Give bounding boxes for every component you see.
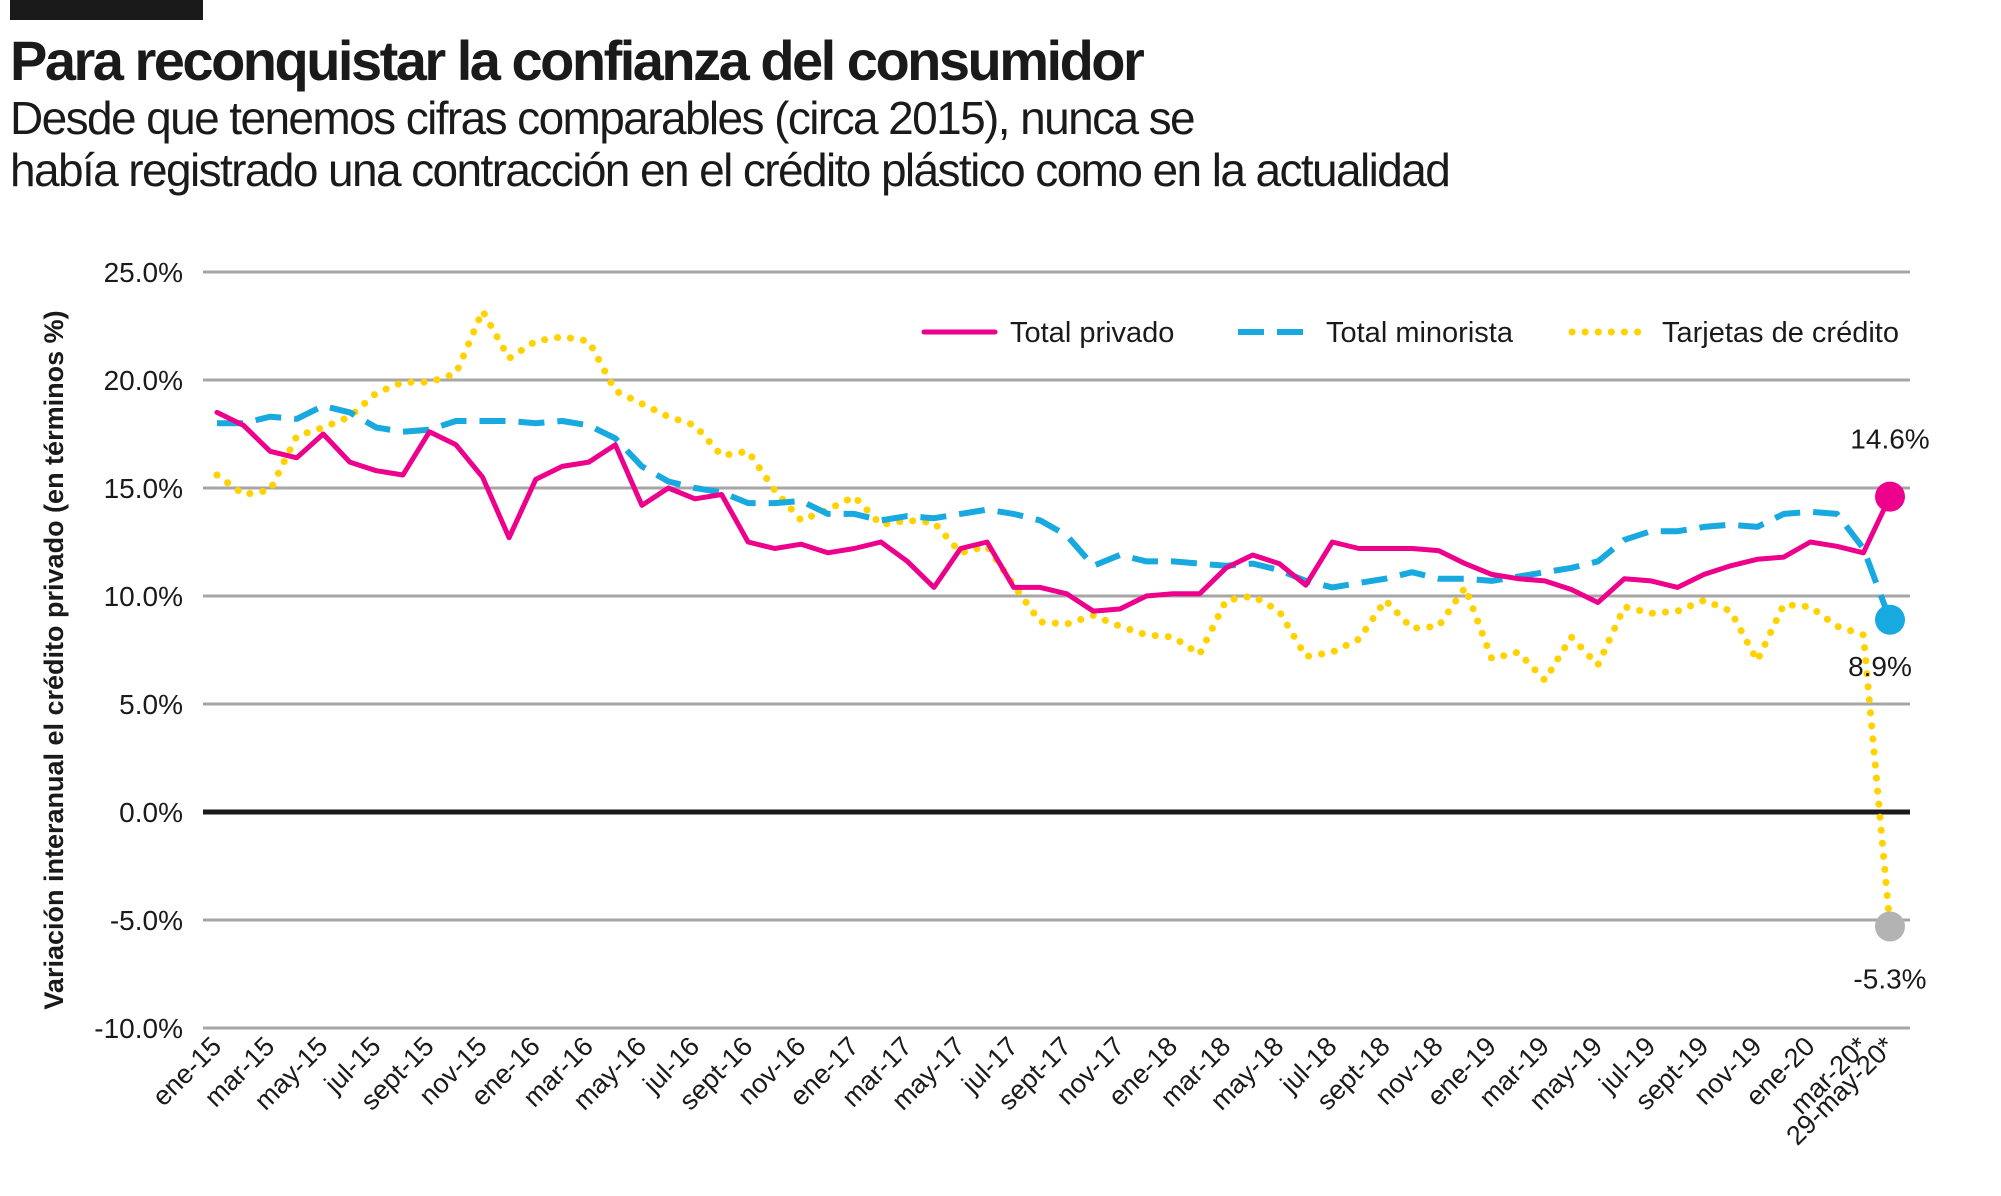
chart-subtitle: Desde que tenemos cifras comparables (ci…	[10, 92, 1990, 196]
end-markers: 14.6% 8.9% -5.3%	[1848, 424, 1930, 995]
end-marker-total-privado	[1875, 481, 1905, 512]
legend-label: Total minorista	[1326, 317, 1514, 349]
chart-title: Para reconquistar la confianza del consu…	[10, 29, 1145, 92]
subtitle-line-1: Desde que tenemos cifras comparables (ci…	[10, 92, 1196, 144]
y-tick-label: 10.0%	[104, 581, 183, 612]
series-tarjetas	[213, 307, 1894, 930]
y-tick-label: 20.0%	[104, 365, 183, 396]
legend-item-total-minorista: Total minorista	[1238, 317, 1514, 349]
header-accent-bar	[10, 0, 203, 20]
legend-item-total-privado: Total privado	[921, 317, 1174, 349]
legend: Total privado Total minorista Tarjetas de …	[921, 317, 1899, 349]
legend-item-tarjetas: Tarjetas de crédito	[1568, 317, 1899, 349]
y-tick-label: -5.0%	[110, 905, 183, 936]
y-tick-label: 15.0%	[104, 473, 183, 504]
subtitle-line-2: había registrado una contracción en el c…	[10, 144, 1451, 196]
y-axis-ticks: 25.0% 20.0% 15.0% 10.0% 5.0% 0.0% -5.0% -10.0%	[94, 257, 183, 1044]
end-marker-total-minorista	[1875, 604, 1905, 635]
end-value-label: 8.9%	[1848, 651, 1912, 682]
series-total-privado	[214, 409, 1893, 614]
legend-label: Total privado	[1010, 317, 1174, 349]
gridlines	[203, 270, 1910, 1030]
y-tick-label: 0.0%	[119, 797, 183, 828]
y-axis-label: Variación interanual el crédito privado …	[39, 310, 69, 1009]
series-total-minorista	[217, 402, 1893, 621]
legend-label: Tarjetas de crédito	[1662, 317, 1899, 349]
y-tick-label: 25.0%	[104, 257, 183, 288]
end-value-label: -5.3%	[1853, 963, 1926, 994]
end-marker-tarjetas	[1875, 911, 1905, 942]
x-axis-ticks: ene-15mar-15may-15jul-15sept-15nov-15ene…	[147, 1031, 1901, 1151]
series-lines	[213, 307, 1894, 930]
end-value-label: 14.6%	[1850, 424, 1929, 455]
y-tick-label: 5.0%	[119, 689, 183, 720]
y-tick-label: -10.0%	[94, 1013, 183, 1044]
